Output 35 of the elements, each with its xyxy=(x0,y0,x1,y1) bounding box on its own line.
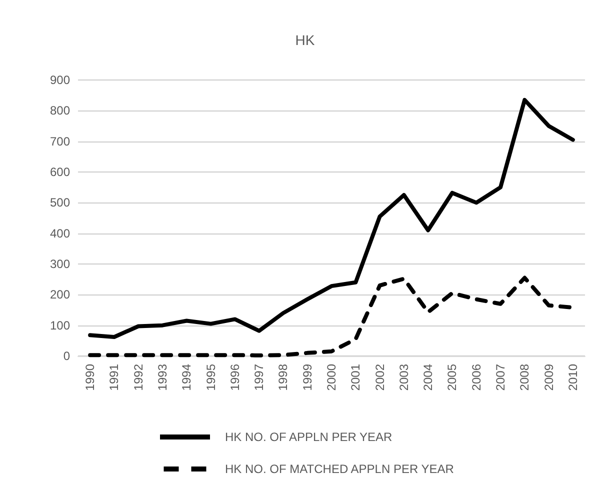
chart-title: HK xyxy=(295,32,316,48)
y-tick-label: 800 xyxy=(50,104,70,118)
x-tick-label: 1990 xyxy=(83,364,98,391)
x-tick-label: 1992 xyxy=(131,364,146,391)
y-tick-label: 900 xyxy=(50,73,70,87)
x-tick-label: 2006 xyxy=(469,364,484,391)
y-tick-label: 0 xyxy=(63,349,70,363)
x-tick-label: 1991 xyxy=(107,364,122,391)
x-tick-label: 2001 xyxy=(348,364,363,391)
x-tick-label: 2005 xyxy=(445,364,460,391)
y-tick-label: 200 xyxy=(50,288,70,302)
legend-label: HK NO. OF MATCHED APPLN PER YEAR xyxy=(225,462,454,476)
x-tick-label: 1996 xyxy=(228,364,242,391)
y-tick-label: 700 xyxy=(50,134,70,148)
y-tick-label: 300 xyxy=(50,257,70,271)
x-tick-label: 1995 xyxy=(204,364,218,391)
x-tick-label: 2010 xyxy=(566,364,580,391)
y-tick-label: 400 xyxy=(50,226,70,240)
x-tick-label: 1999 xyxy=(300,364,314,391)
x-tick-label: 2004 xyxy=(421,364,436,391)
line-series xyxy=(88,98,575,339)
x-tick-label: 2007 xyxy=(494,364,508,391)
y-tick-label: 500 xyxy=(50,196,70,210)
x-tick-label: 2003 xyxy=(396,364,411,391)
x-tick-label: 2000 xyxy=(324,364,338,391)
x-tick-label: 1993 xyxy=(156,364,170,391)
x-tick-label: 1998 xyxy=(276,364,290,391)
x-tick-label: 1997 xyxy=(252,364,266,391)
legend-label: HK NO. OF APPLN PER YEAR xyxy=(225,430,392,444)
x-tick-label: 1994 xyxy=(180,364,194,391)
y-tick-label: 100 xyxy=(50,318,70,332)
y-tick-label: 600 xyxy=(50,165,70,179)
x-tick-label: 2002 xyxy=(372,364,387,391)
x-tick-label: 2009 xyxy=(542,364,556,391)
x-tick-label: 2008 xyxy=(518,364,532,391)
